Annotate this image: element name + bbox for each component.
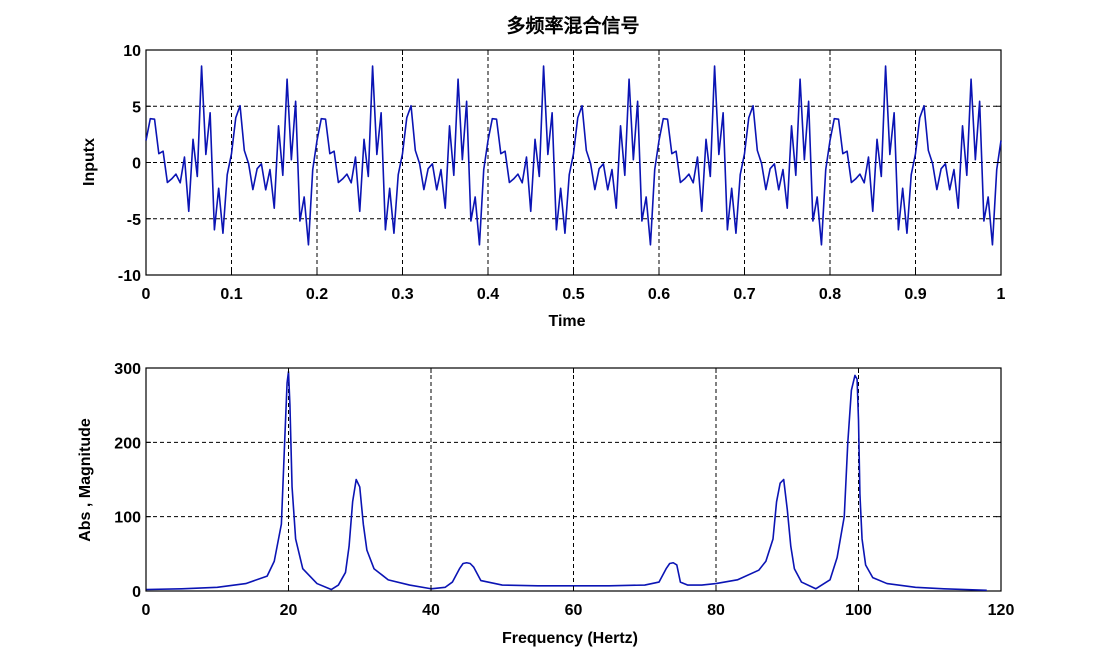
frequency-domain-y-axis-label: Abs , Magnitude [77, 418, 94, 542]
time-domain-y-tick-label: -5 [127, 212, 141, 229]
frequency-domain-series-line [145, 370, 987, 592]
time-domain-x-tick-label: 1 [997, 286, 1006, 303]
frequency-domain-y-tick-label: 200 [114, 435, 141, 452]
time-domain-x-ticks: 0 0.1 0.2 0.3 0.4 0.5 0.6 0.7 0.8 0.9 1 [142, 50, 1006, 303]
time-domain-x-tick-label: 0.1 [220, 286, 242, 303]
frequency-domain-y-tick-label: 0 [132, 584, 141, 601]
time-domain-plot: 0 0.1 0.2 0.3 0.4 0.5 0.6 0.7 0.8 0.9 1 -10-50510 … [81, 43, 1006, 330]
time-domain-y-tick-label: 10 [123, 43, 141, 60]
frequency-domain-x-tick-label: 80 [707, 602, 725, 619]
time-domain-x-tick-label: 0 [142, 286, 151, 303]
time-domain-x-tick-label: 0.3 [391, 286, 413, 303]
time-domain-x-tick-label: 0.7 [733, 286, 755, 303]
frequency-domain-x-ticks: 0 20 40 60 80 100 120 [142, 368, 1015, 619]
time-domain-x-tick-label: 0.9 [904, 286, 926, 303]
time-domain-y-axis-label: Inputx [81, 138, 98, 186]
time-domain-x-tick-label: 0.4 [477, 286, 499, 303]
frequency-domain-x-tick-label: 100 [845, 602, 872, 619]
frequency-domain-x-tick-label: 0 [142, 602, 151, 619]
frequency-domain-plot: 0 20 40 60 80 100 120 0 100 200 300 Frequency (He… [77, 361, 1014, 647]
frequency-domain-x-tick-label: 40 [422, 602, 440, 619]
time-domain-y-tick-label: 0 [132, 156, 141, 173]
time-domain-series-line [145, 65, 1002, 246]
time-domain-y-tick-label: -10 [118, 268, 141, 285]
time-domain-x-tick-label: 0.6 [648, 286, 670, 303]
frequency-domain-y-tick-label: 100 [114, 510, 141, 527]
frequency-domain-x-axis-label: Frequency (Hertz) [502, 630, 638, 647]
frequency-domain-x-tick-label: 120 [988, 602, 1015, 619]
time-domain-x-axis-label: Time [548, 313, 585, 330]
frequency-domain-y-tick-label: 300 [114, 361, 141, 378]
time-domain-x-tick-label: 0.2 [306, 286, 328, 303]
time-domain-x-tick-label: 0.8 [819, 286, 841, 303]
chart-title: 多频率混合信号 [506, 14, 639, 37]
frequency-domain-x-tick-label: 20 [280, 602, 298, 619]
frequency-domain-x-tick-label: 60 [565, 602, 583, 619]
time-domain-x-tick-label: 0.5 [562, 286, 584, 303]
time-domain-y-tick-label: 5 [132, 99, 141, 116]
time-domain-y-ticks: -10 -5 0 5 10 [118, 43, 1001, 285]
frequency-domain-y-ticks: 0 100 200 300 [114, 361, 1001, 601]
